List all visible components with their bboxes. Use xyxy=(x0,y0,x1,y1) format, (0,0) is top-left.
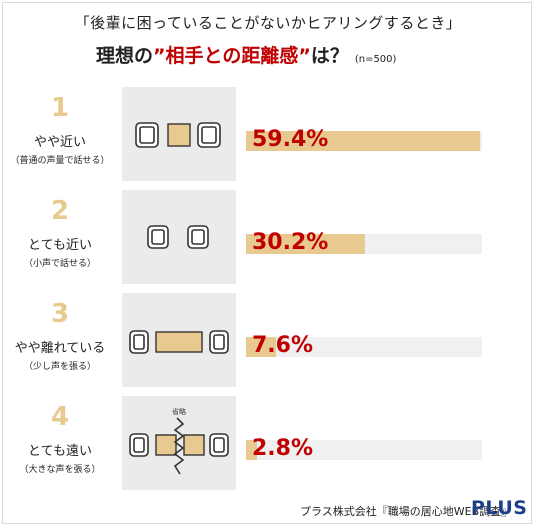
category-label: やや離れている xyxy=(14,341,106,356)
chair-icon xyxy=(129,330,149,354)
seating-diagram-very-near xyxy=(147,225,209,249)
rank-number: 2 xyxy=(50,196,70,226)
bar xyxy=(246,337,276,357)
title-highlight: ”相手との距離感” xyxy=(153,45,311,67)
chart-title: 理想の”相手との距離感”は？ (n=500) xyxy=(96,41,396,71)
category-note: （普通の声量で話せる） xyxy=(10,156,110,166)
bar-track xyxy=(246,440,482,460)
chart-row-4: 4 とても遠い （大きな声を張る） 省略 2.8% xyxy=(0,396,536,492)
category-label: とても近い xyxy=(28,238,92,253)
seating-illustration xyxy=(122,190,236,284)
data-label: 7.6% xyxy=(252,333,314,358)
table-icon xyxy=(167,123,191,147)
chair-icon xyxy=(209,433,229,457)
seating-illustration: 省略 xyxy=(122,396,236,490)
chair-icon xyxy=(197,122,221,148)
plus-logo: PLUS xyxy=(471,497,528,519)
title-post: は？ xyxy=(310,45,349,67)
chair-icon xyxy=(129,433,149,457)
rank-number: 1 xyxy=(50,93,70,123)
rank-number: 3 xyxy=(50,299,70,329)
seating-diagram-apart xyxy=(129,330,229,354)
omitted-label: 省略 xyxy=(172,407,186,416)
category-note: （小声で話せる） xyxy=(23,259,96,269)
bar-track xyxy=(246,337,482,357)
title-pre: 理想の xyxy=(96,45,154,67)
bar xyxy=(246,131,480,151)
category-note: （大きな声を張る） xyxy=(19,465,101,475)
data-label: 59.4% xyxy=(252,127,329,152)
seating-diagram-near xyxy=(135,122,221,148)
source-credit: プラス株式会社『職場の居心地WEB調査』 xyxy=(300,505,513,518)
bar xyxy=(246,440,257,460)
chart-row-1: 1 やや近い （普通の声量で話せる） 59.4% xyxy=(0,87,536,183)
table-icon xyxy=(155,331,203,353)
chair-icon xyxy=(187,225,209,249)
category-label: とても遠い xyxy=(28,444,92,459)
chart-subtitle: 「後輩に困っていることがないかヒアリングするとき」 xyxy=(74,14,462,32)
category-label: やや近い xyxy=(33,135,86,150)
seating-illustration xyxy=(122,293,236,387)
chart-row-3: 3 やや離れている （少し声を張る） 7.6% xyxy=(0,293,536,389)
chair-icon xyxy=(135,122,159,148)
table-icon xyxy=(183,434,205,456)
seating-diagram-far: 省略 xyxy=(129,407,229,475)
break-zigzag-icon xyxy=(173,417,185,475)
category-note: （少し声を張る） xyxy=(23,362,96,372)
data-label: 30.2% xyxy=(252,230,329,255)
chair-icon xyxy=(147,225,169,249)
seating-illustration xyxy=(122,87,236,181)
rank-number: 4 xyxy=(50,402,70,432)
table-icon xyxy=(155,434,177,456)
bar xyxy=(246,234,365,254)
chart-row-2: 2 とても近い （小声で話せる） 30.2% xyxy=(0,190,536,286)
sample-size: (n=500) xyxy=(354,54,397,65)
chair-icon xyxy=(209,330,229,354)
chart-frame xyxy=(2,2,532,524)
data-label: 2.8% xyxy=(252,436,314,461)
